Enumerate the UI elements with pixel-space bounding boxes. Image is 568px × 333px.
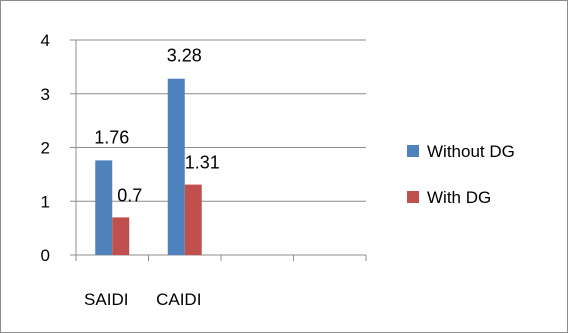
y-tick-label: 0 [41, 246, 50, 265]
x-category-label: SAIDI [84, 290, 128, 309]
bar-1-0 [112, 217, 130, 255]
data-label-0-1: 3.28 [167, 46, 202, 66]
legend-label-0: Without DG [427, 142, 515, 161]
bars [95, 78, 202, 255]
bar-1-1 [184, 184, 202, 255]
y-tick-label: 4 [41, 31, 50, 50]
x-category-label: CAIDI [156, 290, 201, 309]
y-tick-labels: 0 1 2 3 4 [41, 31, 50, 265]
legend-swatch-1 [407, 191, 419, 203]
x-category-labels: SAIDI CAIDI [75, 255, 367, 309]
data-labels: 1.76 0.7 3.28 1.31 [94, 46, 220, 206]
legend-swatch-0 [407, 145, 419, 157]
data-label-0-0: 1.76 [94, 127, 129, 147]
data-label-1-0: 0.7 [117, 185, 142, 205]
legend: Without DG With DG [407, 142, 515, 207]
legend-label-1: With DG [427, 188, 491, 207]
y-tick-label: 2 [41, 139, 50, 158]
y-tick-label: 3 [41, 85, 50, 104]
bar-0-1 [167, 78, 185, 255]
y-tick-label: 1 [41, 192, 50, 211]
bar-0-0 [95, 160, 113, 255]
data-label-1-1: 1.31 [185, 153, 220, 173]
gridlines [70, 39, 366, 256]
